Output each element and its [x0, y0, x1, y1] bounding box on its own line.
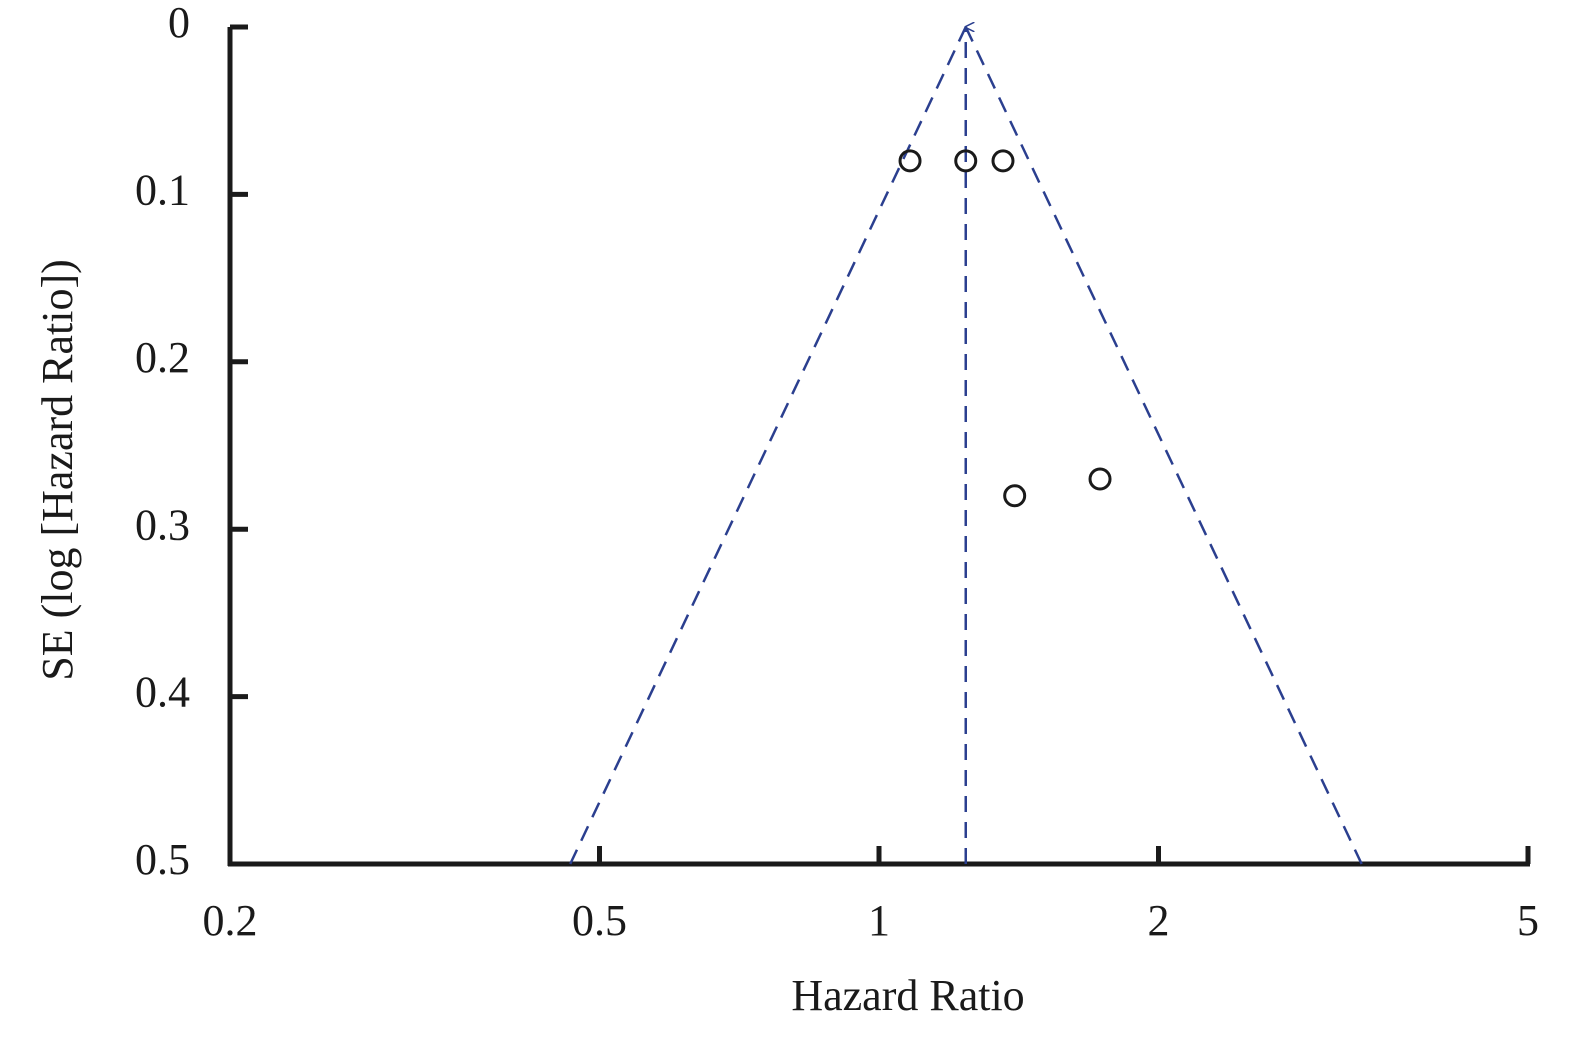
study-point [991, 149, 1015, 173]
x-tick-label: 2 [1148, 896, 1170, 945]
y-tick-label: 0.2 [135, 333, 190, 382]
x-tick-label: 0.2 [203, 896, 258, 945]
y-axis-label: SE (log [Hazard Ratio]) [33, 259, 82, 681]
x-tick-label: 1 [868, 896, 890, 945]
x-tick-label: 0.5 [572, 896, 627, 945]
study-point [954, 149, 978, 173]
x-axis-label: Hazard Ratio [791, 971, 1024, 1020]
x-tick-label: 5 [1517, 896, 1539, 945]
funnel-line [964, 26, 1363, 865]
study-point [898, 149, 922, 173]
y-tick-label: 0.1 [135, 165, 190, 214]
study-point [1088, 467, 1112, 491]
y-tick-label: 0 [168, 0, 190, 47]
y-tick-label: 0.3 [135, 500, 190, 549]
study-point [1003, 484, 1027, 508]
y-tick-label: 0.4 [135, 668, 190, 717]
y-tick-label: 0.5 [135, 835, 190, 884]
